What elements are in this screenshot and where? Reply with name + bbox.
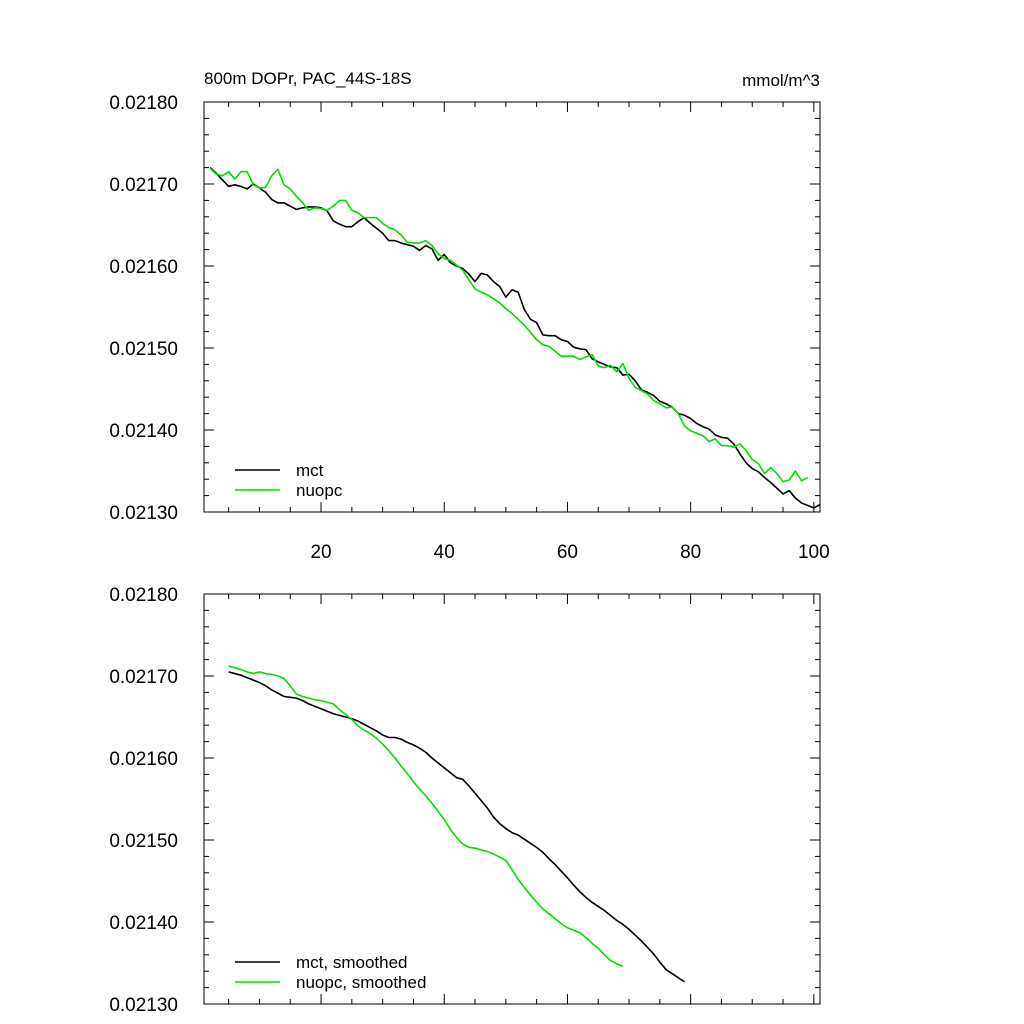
top-panel: 0.02130 0.02140 0.02150 0.02160 0.02170 0.021… [109,93,829,563]
chart-title: 800m DOPr, PAC_44S-18S [204,69,412,88]
plot-frame [203,101,821,513]
bottom-panel: 0.02130 0.02140 0.02150 0.02160 0.02170 0.021… [109,585,821,1016]
legend-label: nuopc [296,481,343,500]
series-line-nuopc-smoothed [228,665,624,968]
plot-frame [203,593,821,1005]
y-tick-label: 0.02130 [109,995,178,1016]
legend-label: mct, smoothed [296,953,408,972]
x-tick-label: 80 [680,542,701,563]
series-line-mct-smoothed [228,671,685,983]
series-line-nuopc [209,167,809,483]
chart-units-label: mmol/m^3 [742,71,820,90]
y-tick-label: 0.02170 [109,667,178,688]
legend-label: mct [296,461,324,480]
y-tick-label: 0.02170 [109,175,178,196]
series-line-mct [209,167,821,509]
y-tick-label: 0.02180 [109,93,178,114]
y-tick-label: 0.02130 [109,503,178,524]
y-tick-label: 0.02180 [109,585,178,606]
x-tick-label: 100 [798,542,830,563]
x-tick-label: 60 [557,542,578,563]
y-tick-label: 0.02160 [109,257,178,278]
y-tick-label: 0.02150 [109,339,178,360]
y-tick-label: 0.02140 [109,913,178,934]
legend-label: nuopc, smoothed [296,973,426,992]
y-tick-label: 0.02140 [109,421,178,442]
x-tick-label: 40 [434,542,455,563]
x-tick-label: 20 [310,542,331,563]
y-tick-label: 0.02160 [109,749,178,770]
y-tick-label: 0.02150 [109,831,178,852]
